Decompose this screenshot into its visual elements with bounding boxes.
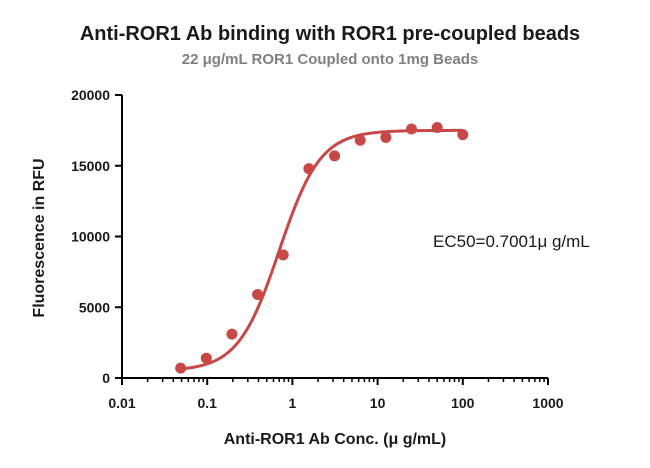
data-point <box>431 122 443 134</box>
chart-subtitle: 22 μg/mL ROR1 Coupled onto 1mg Beads <box>182 51 478 68</box>
x-tick-label: 0.01 <box>108 395 135 411</box>
x-tick-label: 10 <box>370 395 386 411</box>
y-tick-label: 10000 <box>71 229 110 245</box>
data-point <box>252 289 264 301</box>
data-point <box>303 163 315 175</box>
y-axis: 0 5000 10000 15000 20000 <box>71 87 123 386</box>
data-point <box>406 123 418 135</box>
data-point <box>200 352 212 364</box>
ec50-annotation: EC50=0.7001μ g/mL <box>433 232 590 251</box>
fit-curve-group <box>180 128 463 371</box>
x-tick-label: 0.1 <box>197 395 217 411</box>
x-tick-label: 100 <box>451 395 475 411</box>
y-tick-label: 5000 <box>79 299 110 315</box>
x-axis-label: Anti-ROR1 Ab Conc. (μ g/mL) <box>224 431 447 448</box>
y-tick-label: 15000 <box>71 158 110 174</box>
data-point <box>277 249 289 261</box>
plot-area: 0.01 0.1 1 10 100 1000 0 5000 10000 15000 20000 <box>71 87 564 411</box>
x-tick-label: 1000 <box>532 395 563 411</box>
y-tick-label: 20000 <box>71 87 110 103</box>
fit-curve <box>180 128 463 371</box>
data-points <box>175 122 469 374</box>
data-point <box>226 328 238 340</box>
chart-title: Anti-ROR1 Ab binding with ROR1 pre-coupl… <box>80 23 580 45</box>
x-tick-label: 1 <box>289 395 297 411</box>
data-point <box>354 134 366 146</box>
data-point <box>329 150 341 162</box>
y-axis-label: Fluorescence in RFU <box>31 158 48 317</box>
data-point <box>457 129 469 141</box>
data-point <box>380 131 392 143</box>
y-tick-label: 0 <box>102 370 110 386</box>
data-point <box>175 362 187 374</box>
x-axis: 0.01 0.1 1 10 100 1000 <box>108 377 564 411</box>
